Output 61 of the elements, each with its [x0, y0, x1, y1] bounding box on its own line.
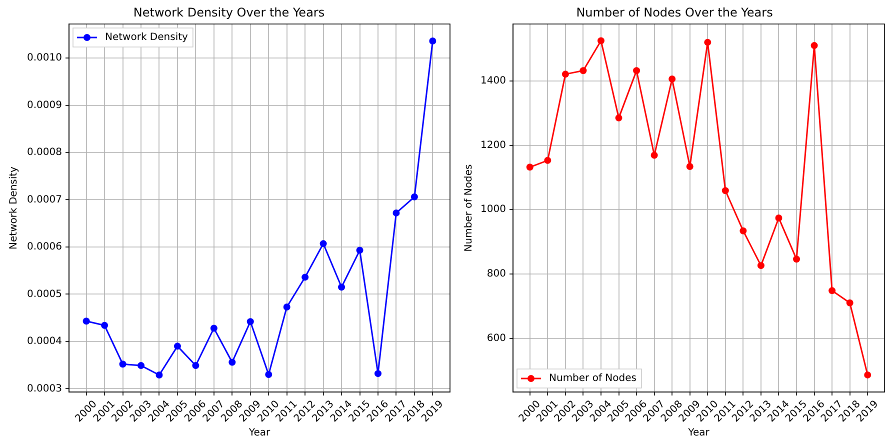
x-axis-title: Year — [248, 428, 271, 439]
point — [846, 299, 854, 306]
y-axis-title: Number of Nodes — [464, 164, 475, 252]
point — [722, 187, 729, 194]
point — [650, 152, 658, 159]
point — [374, 370, 382, 378]
legend-label: Network Density — [105, 32, 188, 44]
point — [668, 76, 676, 83]
y-tick-label: 0.0010 — [27, 52, 62, 64]
point — [174, 342, 181, 350]
point — [562, 70, 569, 78]
point — [119, 360, 126, 368]
point — [228, 358, 236, 366]
y-tick-label: 1000 — [480, 204, 506, 216]
y-tick-label: 0.0007 — [27, 194, 62, 206]
point — [429, 38, 436, 45]
y-tick-label: 600 — [486, 332, 506, 344]
point — [704, 38, 712, 46]
point — [320, 240, 327, 248]
y-tick-label: 0.0003 — [27, 383, 62, 394]
point — [156, 371, 163, 378]
point — [192, 362, 200, 370]
point — [864, 371, 872, 378]
y-tick-label: 0.0005 — [27, 288, 62, 300]
point — [633, 67, 640, 74]
point — [757, 262, 764, 270]
x-axis-title: Year — [687, 428, 710, 439]
y-tick-label: 0.0004 — [27, 336, 62, 348]
point — [526, 164, 534, 171]
point — [283, 303, 290, 310]
legend-label: Number of Nodes — [549, 373, 636, 384]
y-tick-label: 800 — [486, 268, 506, 280]
point — [740, 227, 747, 234]
point — [302, 274, 309, 281]
point — [597, 37, 604, 44]
point — [265, 371, 272, 378]
point — [544, 156, 552, 164]
y-tick-label: 0.0009 — [27, 100, 62, 111]
point — [775, 214, 782, 222]
y-tick-label: 0.0008 — [27, 147, 62, 158]
chart-title: Number of Nodes Over the Years — [576, 5, 773, 20]
point — [392, 209, 400, 216]
point — [810, 42, 818, 50]
point — [615, 114, 622, 122]
point — [101, 322, 108, 329]
y-tick-label: 1200 — [480, 140, 506, 151]
point — [793, 256, 800, 263]
point — [82, 318, 90, 325]
point — [356, 246, 364, 254]
point — [580, 67, 587, 74]
point — [210, 324, 218, 332]
y-tick-label: 1400 — [480, 76, 506, 87]
point — [138, 362, 145, 370]
point — [338, 284, 346, 291]
point — [686, 163, 694, 170]
point — [246, 318, 254, 326]
chart-title: Network Density Over the Years — [133, 5, 325, 20]
point — [828, 287, 836, 294]
y-axis-title: Network Density — [8, 166, 20, 250]
point — [410, 193, 418, 200]
y-tick-label: 0.0006 — [27, 242, 62, 253]
